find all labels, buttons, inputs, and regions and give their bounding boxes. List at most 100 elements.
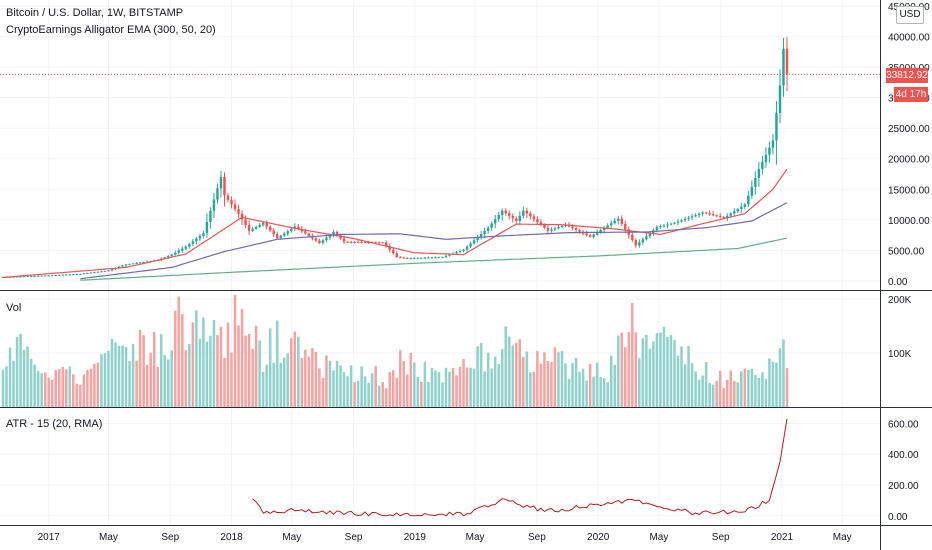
candle-body [483, 230, 486, 235]
volume-bar [12, 360, 15, 407]
volume-bar [26, 346, 29, 407]
volume-bar [82, 374, 86, 407]
volume-legend[interactable]: Vol [6, 302, 22, 314]
volume-pane[interactable] [1, 294, 789, 407]
candle-body [501, 210, 504, 215]
volume-bar [300, 358, 304, 407]
volume-bar [722, 388, 725, 407]
candle-body [782, 48, 785, 86]
candle-body [258, 224, 261, 227]
x-tick-label: Sep [528, 532, 546, 543]
atr-pane[interactable] [252, 418, 788, 517]
candle-body [195, 238, 198, 242]
candle-body [318, 240, 321, 243]
volume-bar [103, 353, 107, 407]
candle-body [434, 257, 437, 259]
candle-body [349, 241, 353, 243]
volume-bar [662, 326, 666, 407]
volume-bar [50, 379, 54, 407]
candle-body [167, 255, 170, 258]
candle-body [455, 252, 458, 254]
candle-body [230, 199, 233, 205]
candle-body [673, 222, 676, 224]
volume-bar [743, 368, 747, 407]
volume-bar [353, 382, 356, 407]
candle-body [15, 276, 19, 278]
volume-bar [399, 350, 402, 407]
volume-bar [272, 362, 275, 407]
candle-body [174, 252, 177, 255]
volume-bar [522, 357, 525, 407]
candle-body [297, 226, 300, 229]
volume-bar [430, 367, 434, 407]
atr-line [252, 418, 788, 517]
volume-bar [254, 325, 258, 407]
volume-bar [391, 370, 395, 407]
x-tick-label: May [466, 532, 485, 543]
candle-body [240, 213, 244, 220]
alligator-legend[interactable]: CryptoEarnings Alligator EMA (300, 50, 2… [6, 24, 216, 36]
candle-body [694, 215, 697, 217]
candle-body [363, 242, 367, 244]
volume-bar [697, 379, 701, 407]
volume-bar [578, 371, 581, 407]
ema20-line [2, 168, 788, 278]
candle-body [43, 275, 47, 277]
candle-body [184, 246, 188, 249]
candle-body [522, 210, 525, 216]
volume-bar [602, 378, 606, 407]
volume-bar [715, 380, 718, 407]
volume-bar [258, 340, 261, 407]
volume-bar [673, 339, 676, 407]
volume-bar [216, 335, 219, 407]
candle-body [54, 275, 57, 277]
price-pane[interactable] [0, 37, 880, 281]
volume-bar [311, 348, 314, 407]
candle-body [188, 243, 191, 247]
candle-body [268, 226, 272, 231]
candle-body [82, 273, 86, 275]
volume-bar [117, 345, 121, 407]
candle-body [353, 241, 356, 243]
volume-bar [472, 368, 476, 407]
candle-body [617, 218, 620, 221]
volume-bar [624, 347, 627, 407]
candle-body [374, 242, 377, 244]
volume-bar [177, 296, 181, 407]
volume-bar [462, 358, 465, 407]
volume-bar [567, 378, 571, 407]
candle-body [683, 218, 687, 221]
candle-body [212, 199, 216, 211]
candle-body [50, 275, 54, 277]
volume-bar [606, 382, 609, 407]
volume-bar [367, 382, 370, 407]
candle-body [89, 272, 93, 274]
volume-bar [532, 372, 536, 407]
candle-body [107, 270, 110, 272]
volume-bar [754, 374, 757, 407]
volume-bar [627, 332, 631, 407]
volume-bar [666, 336, 669, 407]
volume-bar [645, 334, 648, 407]
candle-body [304, 231, 307, 234]
volume-bar [764, 378, 768, 407]
volume-bar [332, 370, 335, 407]
volume-bar [149, 352, 152, 407]
x-tick-label: 2017 [38, 532, 61, 543]
volume-bar [279, 362, 282, 407]
volume-bar [65, 369, 68, 407]
volume-bar [275, 320, 279, 407]
volume-bar [384, 388, 388, 407]
symbol-legend[interactable]: Bitcoin / U.S. Dollar, 1W, BITSTAMP [6, 7, 184, 19]
candle-body [701, 212, 704, 214]
volume-bar [736, 382, 740, 407]
x-tick-label: 2021 [771, 532, 794, 543]
volume-bar [409, 353, 413, 407]
candle-body [392, 249, 395, 254]
volume-bar [420, 381, 423, 407]
candle-body [233, 204, 237, 210]
atr-legend[interactable]: ATR - 15 (20, RMA) [6, 418, 103, 430]
currency-button[interactable]: USD [896, 6, 924, 24]
